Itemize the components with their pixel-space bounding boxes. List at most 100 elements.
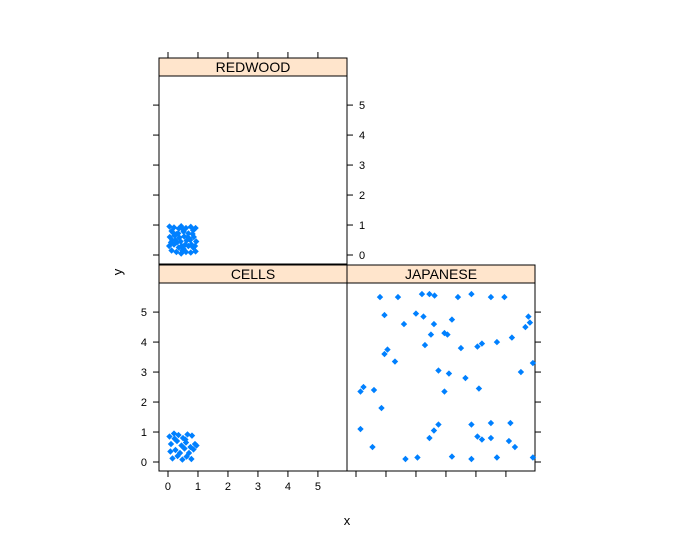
panel-japanese: JAPANESE [346, 264, 537, 472]
strip-label-redwood: REDWOOD [216, 59, 291, 75]
redwood-top-ticks [167, 52, 319, 58]
y-tick-label: 1 [141, 427, 147, 439]
data-point [169, 229, 176, 236]
data-point [183, 453, 190, 460]
x-tick-label: 1 [195, 481, 201, 493]
data-point [187, 249, 194, 256]
data-point [189, 230, 196, 238]
data-point [384, 346, 391, 353]
data-point [478, 340, 486, 347]
data-point [166, 433, 173, 440]
y-tick-label: 2 [141, 397, 147, 409]
x-tick-label: 0 [165, 481, 171, 493]
data-point [391, 358, 399, 365]
data-point [193, 442, 200, 449]
data-point [179, 456, 186, 463]
y-tick-label: 3 [141, 367, 147, 379]
data-point [370, 386, 378, 394]
data-point [421, 341, 429, 349]
data-point [526, 319, 534, 326]
data-point [378, 404, 385, 412]
data-point [468, 421, 475, 428]
x-axis-title: x [344, 513, 351, 528]
data-point [172, 236, 179, 244]
data-point [184, 431, 191, 438]
data-point [171, 435, 178, 442]
data-point [487, 419, 495, 427]
japanese-right-ticks [535, 311, 541, 463]
panels-layer: REDWOOD CELLS JAPANESE [158, 57, 537, 472]
data-point [475, 385, 483, 392]
data-point [487, 434, 495, 442]
data-point [508, 334, 516, 341]
data-point [525, 313, 532, 320]
data-point [172, 446, 179, 454]
data-point [188, 432, 196, 439]
data-point [435, 367, 442, 374]
cells-left-ticks: 0 1 2 3 4 5 [141, 307, 159, 469]
data-point [493, 338, 501, 346]
panel-cells: CELLS [158, 264, 348, 472]
data-point [182, 436, 189, 443]
data-point [522, 323, 529, 331]
data-point [457, 344, 465, 352]
strip-label-japanese: JAPANESE [405, 266, 477, 282]
data-point [402, 455, 409, 463]
data-point [444, 331, 451, 338]
data-point [487, 293, 495, 301]
y-tick-label: 4 [141, 337, 147, 349]
x-tick-label: 3 [255, 481, 261, 493]
data-point [175, 244, 182, 251]
data-point [507, 419, 514, 427]
data-point [178, 442, 185, 449]
data-point [420, 313, 427, 320]
data-point [430, 320, 438, 328]
data-point [426, 434, 433, 442]
data-point [441, 388, 448, 395]
data-point [357, 388, 364, 395]
data-point [427, 331, 435, 338]
data-point [182, 241, 189, 248]
data-point [448, 453, 456, 460]
data-point [177, 238, 184, 245]
data-point [529, 454, 537, 461]
x-tick-label: 5 [315, 481, 321, 493]
data-point [468, 290, 475, 298]
data-point [501, 293, 508, 301]
panel-frame-redwood [158, 75, 348, 265]
redwood-right-ticks: 0 1 2 3 4 5 [347, 100, 365, 262]
data-point [192, 238, 200, 245]
data-point [186, 236, 194, 244]
data-point [360, 383, 367, 391]
data-point [167, 239, 175, 246]
japanese-bottom-ticks [355, 471, 507, 477]
data-point [418, 290, 426, 298]
data-point [474, 433, 481, 440]
data-point [462, 374, 469, 382]
data-point [170, 224, 178, 231]
cells-bottom-ticks: 0 1 2 3 4 5 [165, 471, 321, 493]
strip-label-cells: CELLS [231, 266, 275, 282]
data-point [431, 292, 438, 299]
y-tick-label: 0 [141, 457, 147, 469]
data-point [435, 421, 442, 428]
panel-frame-japanese [346, 282, 536, 472]
data-point [190, 446, 197, 453]
data-point [381, 311, 388, 319]
data-point [192, 224, 199, 232]
redwood-left-ticks [153, 104, 159, 256]
data-point [493, 454, 501, 461]
y-tick-label: 5 [141, 307, 147, 319]
data-point [474, 343, 481, 350]
data-point [174, 452, 181, 460]
data-point [381, 350, 388, 358]
data-point [177, 223, 185, 230]
data-point [174, 230, 182, 237]
data-point [357, 425, 364, 433]
data-point [173, 248, 180, 256]
data-point [517, 368, 525, 376]
data-point [448, 316, 456, 323]
y-axis-title: y [110, 268, 125, 275]
data-point [167, 440, 175, 448]
